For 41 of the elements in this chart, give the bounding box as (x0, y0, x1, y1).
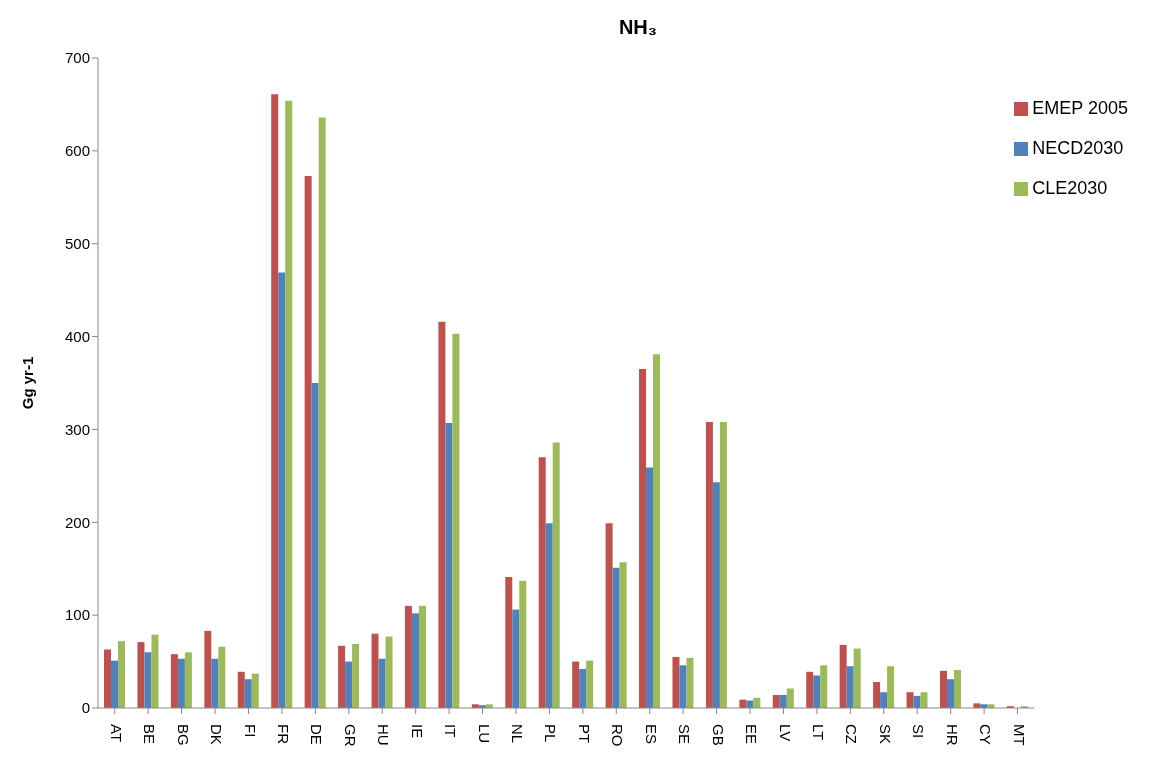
y-axis-title: Gg yr-1 (19, 356, 37, 410)
x-tick-label: AT (107, 724, 125, 743)
x-tick-label: GR (341, 724, 359, 747)
x-tick-label: CZ (843, 724, 861, 744)
y-tick-label: 200 (64, 513, 90, 531)
x-tick-label: NL (509, 724, 527, 744)
y-tick-label: 500 (64, 235, 90, 253)
x-tick-label: LV (776, 724, 794, 742)
legend-label: EMEP 2005 (1032, 98, 1128, 118)
chart-title: NH₃ (617, 16, 659, 39)
x-tick-label: PL (542, 724, 560, 743)
x-tick-label: HR (943, 724, 961, 746)
x-tick-label: EE (743, 724, 761, 745)
x-tick-label: GB (709, 724, 727, 746)
x-tick-label: SE (676, 724, 694, 745)
x-tick-label: PT (575, 724, 593, 744)
x-tick-label: FR (274, 724, 292, 745)
x-tick-label: RO (609, 724, 627, 747)
x-tick-label: CY (977, 724, 995, 745)
x-tick-label: FI (241, 724, 259, 738)
y-tick-label: 100 (64, 606, 90, 624)
x-tick-label: ES (642, 724, 660, 745)
legend-label: NECD2030 (1032, 138, 1124, 158)
y-tick-label: 0 (81, 699, 90, 717)
x-tick-label: LT (809, 724, 827, 741)
x-tick-label: IT (442, 724, 460, 738)
x-tick-label: LU (475, 724, 493, 744)
x-tick-label: SI (910, 724, 928, 739)
y-tick-label: 300 (64, 420, 90, 438)
x-tick-label: DE (308, 724, 326, 745)
y-tick-label: 400 (64, 327, 90, 345)
x-tick-label: HU (375, 724, 393, 746)
x-tick-label: DK (208, 724, 226, 745)
legend-label: CLE2030 (1032, 178, 1108, 198)
x-tick-label: BG (174, 724, 192, 746)
y-tick-label: 600 (64, 142, 90, 160)
x-tick-label: BE (141, 724, 159, 745)
x-tick-label: IE (408, 724, 426, 739)
x-tick-label: MT (1010, 724, 1028, 746)
y-tick-label: 700 (64, 49, 90, 67)
x-tick-label: SK (876, 724, 894, 745)
